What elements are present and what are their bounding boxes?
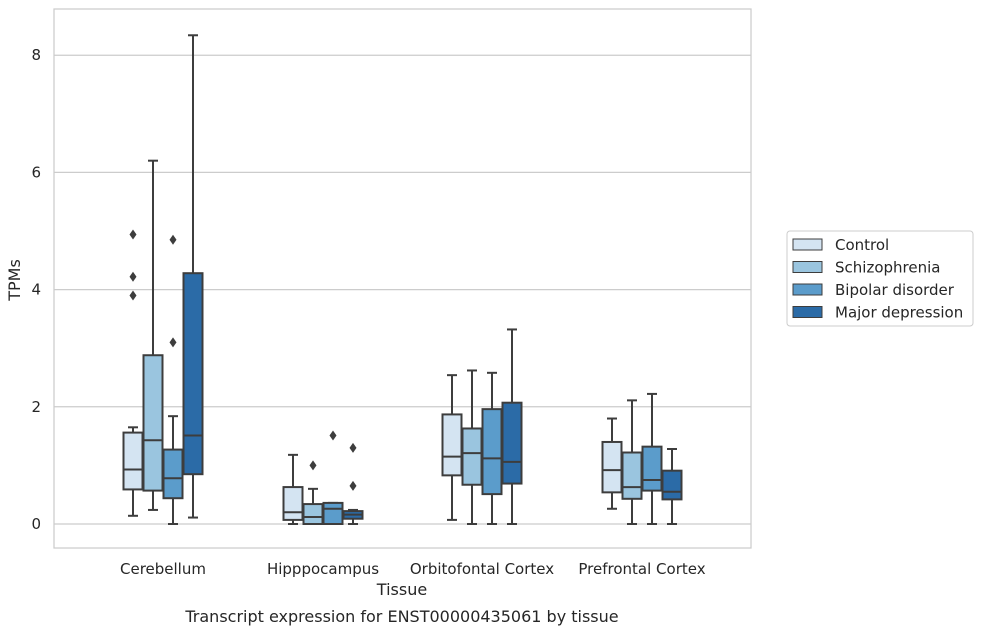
y-tick-label: 8: [31, 46, 41, 64]
legend-swatch: [792, 306, 823, 318]
legend-item-schizophrenia: Schizophrenia: [792, 259, 940, 277]
box-iqr: [641, 445, 663, 492]
box-iqr: [621, 451, 643, 500]
legend-frame: [786, 230, 974, 327]
box-bipolar-disorder-3: [641, 392, 663, 525]
legend-swatch: [792, 238, 823, 251]
box-iqr: [302, 503, 324, 525]
box-iqr: [162, 448, 184, 500]
box-major-depression-3: [661, 447, 683, 525]
box-groups: [122, 34, 683, 525]
y-axis-label: TPMs: [5, 259, 24, 302]
y-tick-label: 0: [31, 515, 41, 533]
box-bipolar-disorder-0: [162, 234, 184, 525]
box-iqr: [461, 427, 483, 486]
box-iqr: [601, 440, 623, 494]
box-schizophrenia-0: [142, 159, 164, 511]
box-iqr: [182, 272, 204, 476]
x-tick-label: Cerebellum: [120, 560, 206, 578]
legend-items: Control Schizophrenia Bipolar disorder Majo…: [792, 236, 963, 322]
plot-area-frame: [53, 8, 752, 549]
x-axis-label: Tissue: [376, 580, 427, 599]
y-tick-label: 6: [31, 163, 41, 181]
box-iqr: [481, 408, 503, 496]
y-tick-label: 2: [31, 398, 41, 416]
legend: Control Schizophrenia Bipolar disorder Majo…: [786, 230, 974, 327]
y-tick-label: 4: [31, 281, 41, 299]
box-control-1: [282, 453, 304, 525]
box-iqr: [282, 486, 304, 521]
outlier-point: [129, 229, 137, 240]
legend-label: Major depression: [835, 304, 963, 322]
outlier-point: [329, 430, 337, 441]
box-schizophrenia-1: [302, 460, 324, 525]
legend-item-major-depression: Major depression: [792, 304, 963, 322]
box-iqr: [661, 469, 683, 501]
box-iqr: [322, 501, 344, 525]
x-axis-ticks: Cerebellum Hipppocampus Orbitofontal Corte…: [120, 560, 706, 578]
chart-caption: Transcript expression for ENST0000043506…: [184, 607, 618, 626]
legend-label: Control: [835, 236, 889, 254]
legend-swatch: [792, 261, 823, 273]
box-iqr: [142, 354, 164, 492]
box-major-depression-1: [342, 442, 364, 525]
legend-item-control: Control: [792, 236, 889, 254]
box-major-depression-0: [182, 34, 204, 519]
box-control-3: [601, 417, 623, 510]
x-tick-label: Orbitofontal Cortex: [410, 560, 554, 578]
box-bipolar-disorder-1: [322, 430, 344, 525]
y-axis-ticks: 0 2 4 6 8: [31, 46, 41, 533]
legend-label: Bipolar disorder: [835, 281, 955, 299]
outlier-point: [349, 442, 357, 453]
legend-label: Schizophrenia: [835, 259, 940, 277]
outlier-point: [129, 290, 137, 301]
box-iqr: [441, 413, 463, 477]
box-schizophrenia-2: [461, 369, 483, 525]
box-bipolar-disorder-2: [481, 371, 503, 525]
box-iqr: [501, 401, 523, 485]
legend-item-bipolar-disorder: Bipolar disorder: [792, 281, 955, 299]
x-tick-label: Hipppocampus: [267, 560, 379, 578]
box-control-2: [441, 374, 463, 521]
outlier-point: [309, 460, 317, 471]
outlier-point: [169, 337, 177, 348]
outlier-point: [349, 480, 357, 491]
outlier-point: [169, 234, 177, 245]
x-tick-label: Prefrontal Cortex: [578, 560, 705, 578]
box-major-depression-2: [501, 328, 523, 525]
box-control-0: [122, 229, 144, 517]
box-iqr: [122, 431, 144, 491]
outlier-point: [129, 271, 137, 282]
box-schizophrenia-3: [621, 399, 643, 525]
legend-swatch: [792, 283, 823, 296]
